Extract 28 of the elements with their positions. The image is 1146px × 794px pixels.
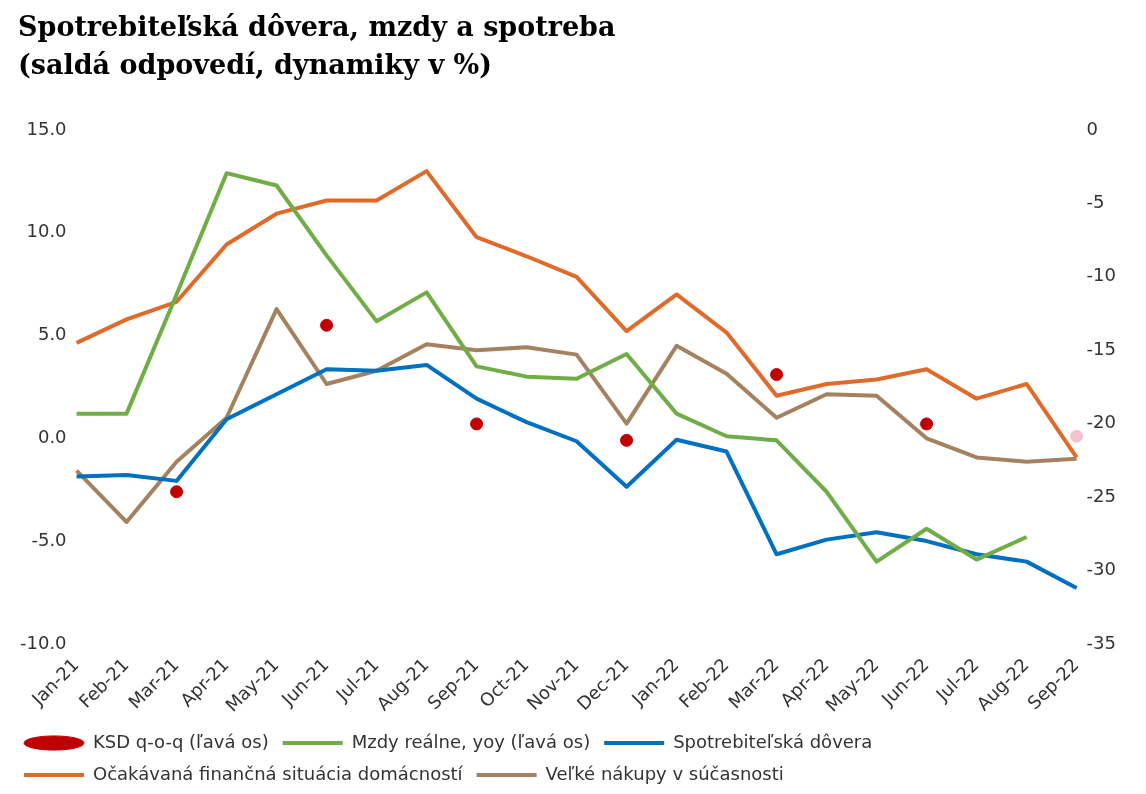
y-tick-label: 15.0 [26, 117, 67, 139]
y-tick-label: -5.0 [31, 528, 67, 550]
y-tick-label: -10.0 [20, 631, 67, 653]
y2-tick-label: -35 [1086, 631, 1117, 653]
point [620, 433, 634, 447]
y2-tick-label: -20 [1086, 411, 1117, 433]
legend-label: Spotrebiteľská dôvera [673, 730, 873, 752]
y2-tick-label: -15 [1086, 337, 1117, 359]
y-tick-label: 5.0 [37, 323, 67, 345]
legend-label: KSD q-o-q (ľavá os) [93, 730, 269, 752]
point [1070, 429, 1084, 443]
legend-label: Mzdy reálne, yoy (ľavá os) [351, 730, 591, 752]
y2-tick-label: 0 [1086, 117, 1099, 139]
point [770, 368, 784, 382]
chart-subtitle: (saldá odpovedí, dynamiky v %) [18, 48, 493, 82]
y2-tick-label: -25 [1086, 484, 1117, 506]
point [470, 417, 484, 431]
legend-label: Očakávaná finančná situácia domácností [93, 762, 464, 784]
y2-tick-label: -30 [1086, 558, 1117, 580]
point [920, 417, 934, 431]
point [320, 318, 334, 332]
y2-tick-label: -10 [1086, 264, 1117, 286]
point [170, 485, 184, 499]
y-tick-label: 10.0 [26, 220, 67, 242]
chart-title: Spotrebiteľská dôvera, mzdy a spotreba [18, 10, 616, 44]
y-tick-label: 0.0 [37, 425, 67, 447]
y2-tick-label: -5 [1086, 191, 1105, 213]
legend-label: Veľké nákupy v súčasnosti [545, 762, 784, 784]
